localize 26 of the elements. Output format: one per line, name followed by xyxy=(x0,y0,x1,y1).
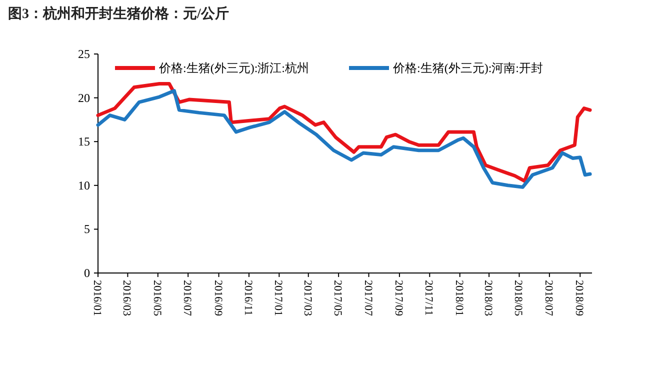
chart-title: 图3：杭州和开封生猪价格：元/公斤 xyxy=(8,5,229,22)
x-tick-label: 2016/11 xyxy=(242,280,254,316)
x-tick-label: 2018/09 xyxy=(573,280,586,317)
y-tick-label: 25 xyxy=(78,47,90,61)
x-tick-label: 2016/03 xyxy=(120,280,133,317)
x-tick-label: 2016/01 xyxy=(91,280,103,316)
x-tick-label: 2017/07 xyxy=(362,280,374,317)
x-tick-label: 2016/09 xyxy=(212,280,224,317)
x-tick-label: 2017/09 xyxy=(392,280,404,317)
x-tick-label: 2016/07 xyxy=(181,280,194,317)
x-tick-label: 2018/01 xyxy=(452,280,465,316)
y-tick-label: 0 xyxy=(84,266,90,280)
legend-label: 价格:生猪(外三元):浙江:杭州 xyxy=(158,61,309,75)
y-tick-label: 10 xyxy=(78,178,90,192)
x-tick-label: 2018/05 xyxy=(512,280,524,317)
x-tick-label: 2017/05 xyxy=(332,280,344,317)
y-tick-label: 15 xyxy=(78,134,90,149)
legend-label: 价格:生猪(外三元):河南:开封 xyxy=(392,61,543,75)
x-tick-label: 2018/03 xyxy=(482,280,494,317)
x-tick-label: 2018/07 xyxy=(542,280,554,317)
x-tick-label: 2017/03 xyxy=(301,280,314,317)
x-tick-label: 2016/05 xyxy=(150,280,163,317)
y-tick-label: 20 xyxy=(78,90,90,105)
x-tick-label: 2017/01 xyxy=(272,280,284,316)
x-tick-label: 2017/11 xyxy=(422,280,435,316)
y-tick-label: 5 xyxy=(84,222,90,236)
